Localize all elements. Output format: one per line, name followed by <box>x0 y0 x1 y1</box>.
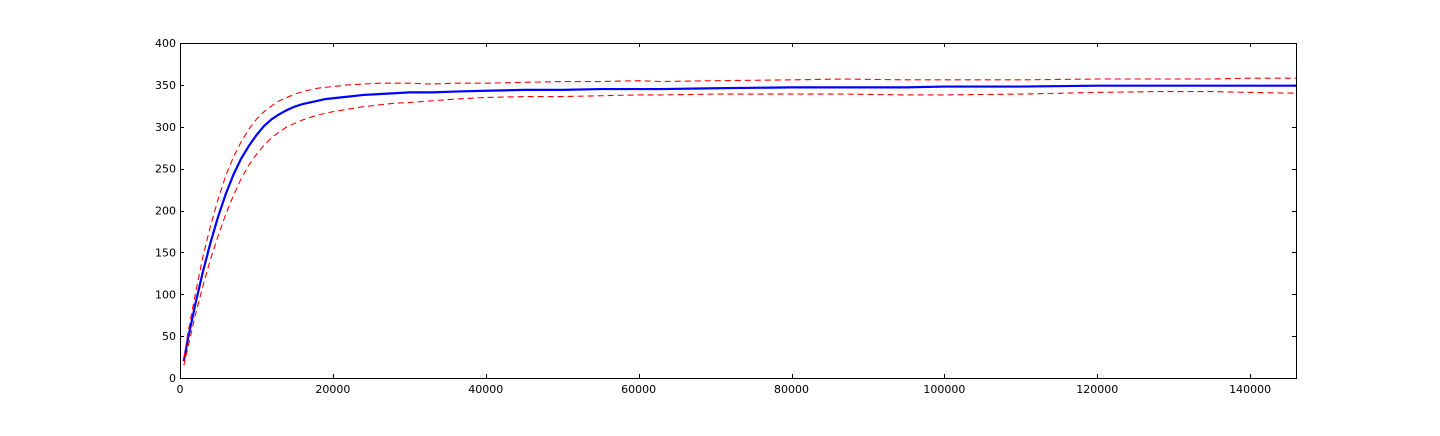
tick-labels-layer: 0 20000 40000 60000 80000 100000 120000 140000 0… <box>155 37 1271 396</box>
x-tick-label: 80000 <box>774 383 809 396</box>
mean-series-line <box>182 84 1296 362</box>
x-tick-label: 20000 <box>315 383 350 396</box>
upper-bound-series-line <box>183 77 1296 359</box>
lower-bound-series-line <box>183 91 1297 366</box>
x-tick-label: 40000 <box>468 383 503 396</box>
x-tick-label: 120000 <box>1076 383 1118 396</box>
x-tick-label: 100000 <box>923 383 965 396</box>
y-tick-label: 250 <box>155 163 176 176</box>
y-tick-label: 300 <box>155 121 176 134</box>
y-tick-label: 0 <box>169 372 176 385</box>
x-tick-label: 140000 <box>1229 383 1271 396</box>
y-tick-label: 400 <box>155 37 176 50</box>
y-tick-label: 50 <box>162 330 176 343</box>
y-tick-label: 200 <box>155 205 176 218</box>
series-layer <box>182 77 1297 366</box>
x-tick-label: 60000 <box>621 383 656 396</box>
ticks-layer <box>180 43 1296 379</box>
y-tick-label: 350 <box>155 79 176 92</box>
y-tick-label: 150 <box>155 246 176 259</box>
x-tick-label: 0 <box>177 383 184 396</box>
y-tick-label: 100 <box>155 288 176 301</box>
